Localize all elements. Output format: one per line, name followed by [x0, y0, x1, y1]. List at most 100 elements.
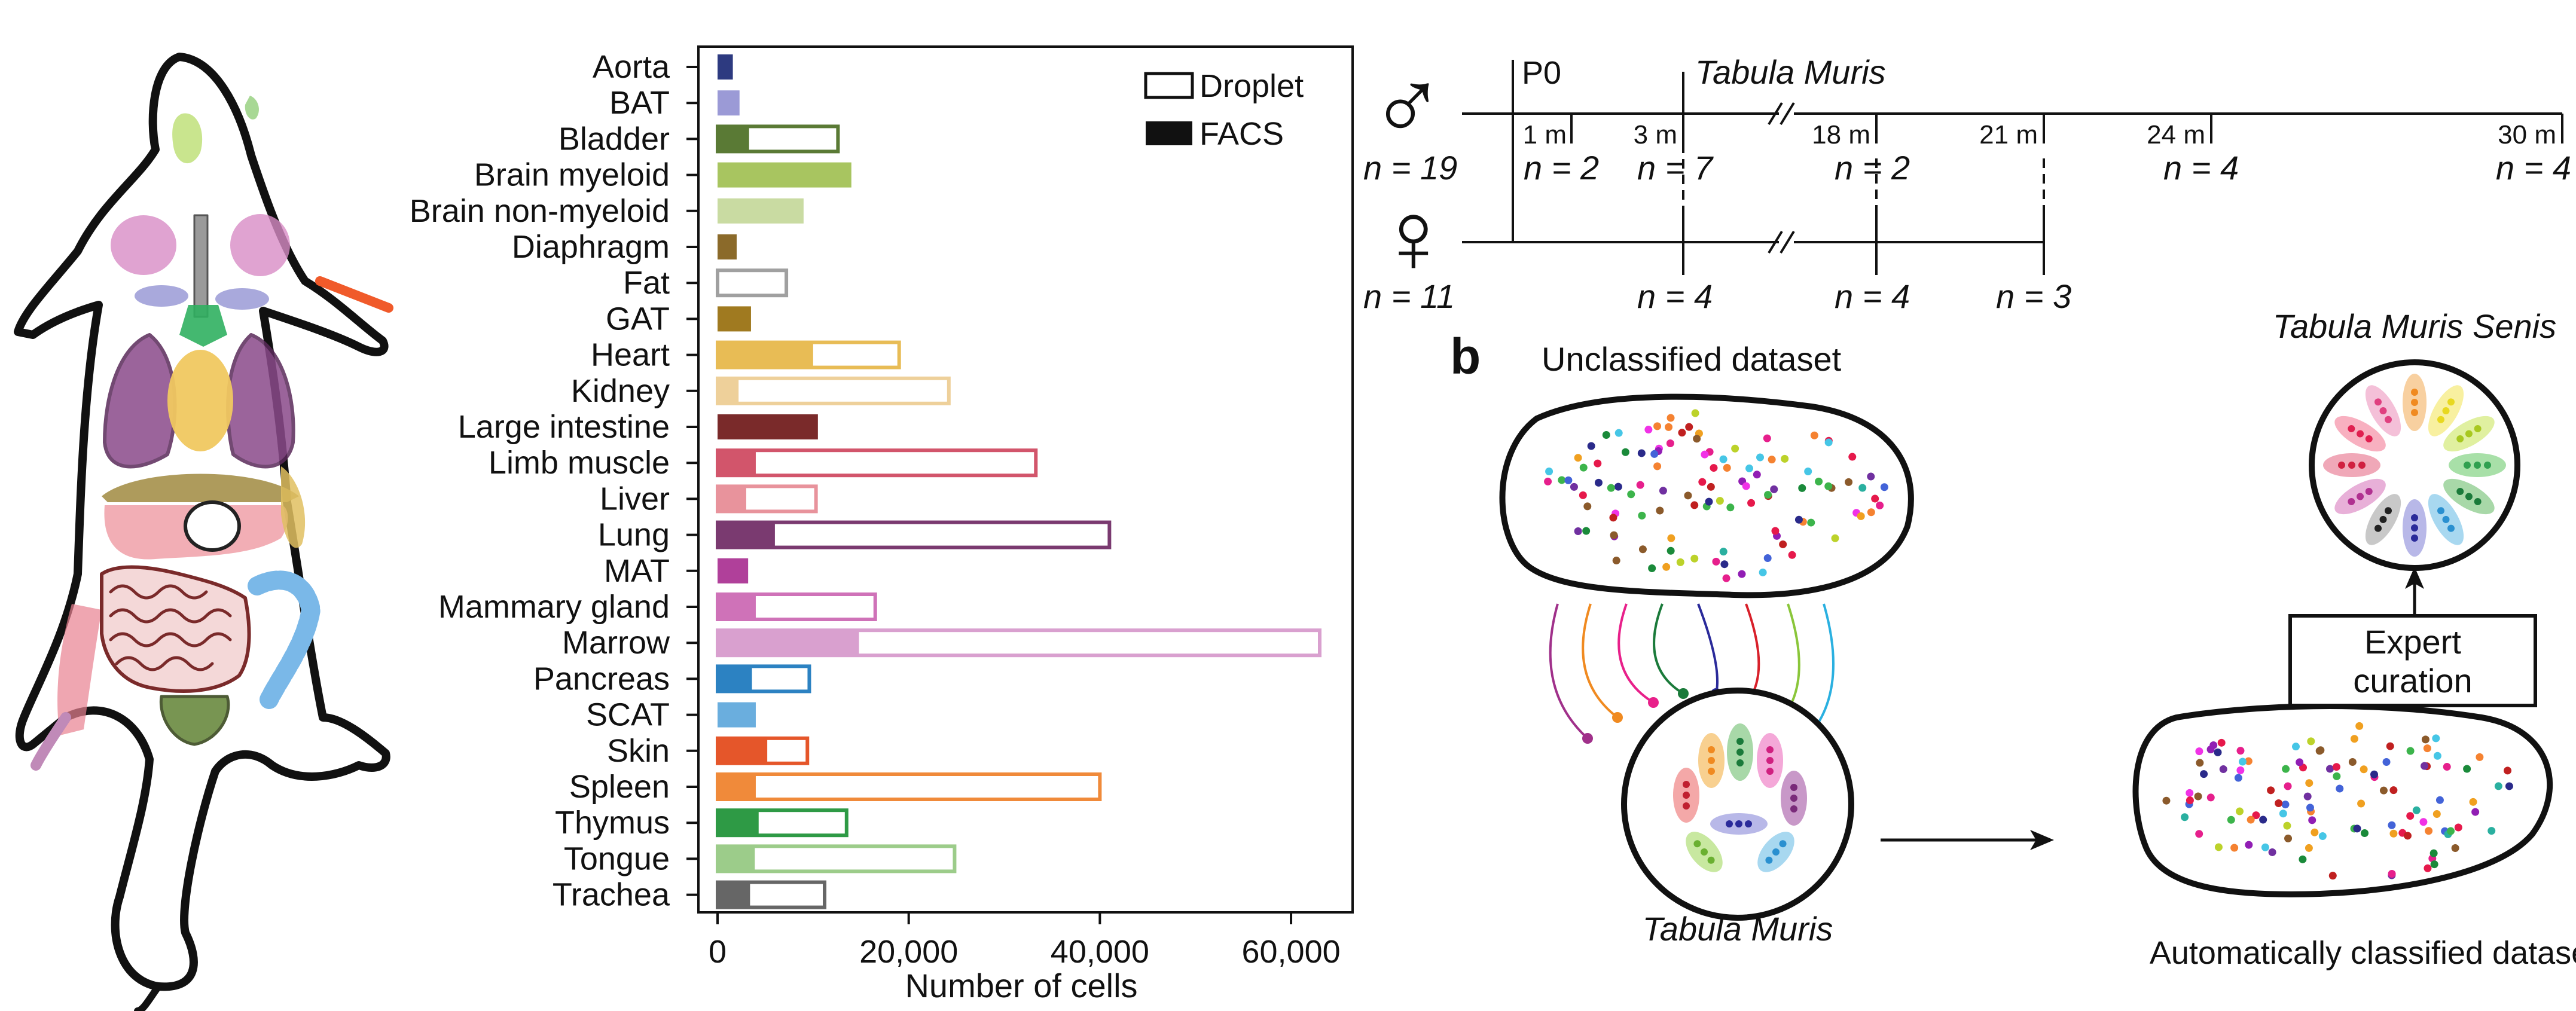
classified-cell-dot — [2430, 849, 2438, 857]
tm-cluster-dot — [1735, 820, 1742, 827]
classified-cell-dot — [2238, 758, 2247, 766]
classification-arrow — [1811, 603, 1835, 734]
cell-dot — [1763, 434, 1771, 442]
classified-cell-dot — [2259, 815, 2267, 824]
mouse-kidney — [184, 500, 241, 552]
classified-cell-dot — [2296, 758, 2304, 766]
panel-b-letter: b — [1450, 328, 1481, 384]
bar-facs-diaphragm — [718, 234, 737, 259]
unclassified-title: Unclassified dataset — [1542, 340, 1842, 378]
p0-label: P0 — [1522, 55, 1561, 91]
classified-cell-dot — [2332, 763, 2340, 771]
classified-cell-dot — [2361, 829, 2369, 838]
cell-dot — [1659, 487, 1667, 495]
bar-droplet-kidney — [716, 376, 951, 405]
category-label-gat: GAT — [606, 301, 670, 337]
classified-cell-dot — [2328, 872, 2337, 880]
classified-cell-dot — [2504, 766, 2512, 775]
tm-cluster-dot — [1736, 749, 1744, 756]
classification-arrow — [1653, 603, 1684, 695]
curation-line-1: Expert — [2364, 623, 2461, 661]
cell-dot — [1845, 478, 1853, 486]
classification-arrow — [1784, 603, 1800, 716]
tms-cluster-dot — [2411, 409, 2418, 416]
cell-dot — [1684, 491, 1692, 500]
classified-cell-dot — [2315, 747, 2324, 755]
category-label-heart: Heart — [591, 337, 670, 373]
tms-cluster-dot — [2474, 425, 2482, 432]
tm-cluster-dot — [1766, 768, 1774, 775]
classified-cell-dot — [2388, 870, 2396, 878]
classified-cell-dot — [2292, 743, 2300, 751]
classification-arrow — [1617, 603, 1655, 704]
classified-cell-dot — [2350, 735, 2358, 743]
cell-dot — [1667, 546, 1675, 555]
time-label-24m: 24 m — [2147, 120, 2205, 149]
tm-cluster-dot — [1736, 759, 1744, 766]
classified-cell-dot — [2195, 747, 2203, 756]
bar-facs-brain-myeloid — [718, 162, 851, 188]
classified-cell-dot — [2214, 748, 2222, 756]
cell-dot — [1815, 477, 1823, 485]
cell-dot — [1594, 478, 1603, 487]
classified-cell-dot — [2463, 765, 2471, 773]
panel-b: b Unclassified dataset Tabula Muris Auto… — [1450, 307, 2576, 971]
cell-dot — [1678, 429, 1686, 437]
cell-dot — [1698, 478, 1707, 486]
curation-line-2: curation — [2353, 662, 2472, 700]
classification-arrow — [1745, 603, 1760, 701]
tms-cluster-dot — [2374, 398, 2382, 406]
classified-cell-dot — [2217, 738, 2226, 747]
cell-dot — [1579, 491, 1587, 499]
cell-dot — [1726, 503, 1735, 512]
female-count-21m: n = 3 — [1996, 277, 2071, 315]
male-axis-break-1 — [1768, 102, 1783, 126]
classified-cell-dot — [2181, 813, 2189, 821]
category-label-brain-myeloid: Brain myeloid — [474, 157, 670, 193]
cell-dot — [1574, 527, 1582, 536]
legend-facs-swatch — [1146, 121, 1192, 145]
classified-cell-dot — [2425, 827, 2433, 835]
tms-cluster-dot — [2474, 498, 2482, 505]
classification-arrow-head — [1648, 697, 1659, 708]
classified-cell-dot — [2326, 765, 2334, 773]
cell-dot — [1798, 484, 1806, 492]
mouse-lung-right — [226, 333, 295, 469]
classified-cell-dot — [2195, 830, 2203, 838]
tms-cluster-dot — [2437, 416, 2444, 423]
tms-cluster-dot — [2465, 430, 2473, 438]
time-label-18m: 18 m — [1812, 120, 1870, 149]
classification-arrow-head — [1678, 688, 1689, 699]
classified-cell-dot — [2494, 782, 2502, 790]
cell-dot — [1570, 482, 1578, 491]
classified-cell-dot — [2379, 786, 2388, 795]
cell-dot — [1602, 431, 1610, 439]
cell-dot — [1759, 568, 1767, 576]
x-axis-label: Number of cells — [905, 967, 1137, 1004]
cell-dot — [1794, 515, 1803, 524]
mouse-bladder — [159, 695, 230, 746]
classified-cell-dot — [2454, 823, 2462, 832]
cell-dot — [1594, 459, 1602, 468]
classified-cell-dot — [2209, 741, 2218, 749]
bar-facs-bat — [718, 90, 740, 116]
cell-dot — [1876, 501, 1884, 509]
cell-dot — [1756, 453, 1765, 462]
tms-cluster-dot — [2465, 493, 2473, 500]
classified-cell-dot — [2419, 818, 2428, 826]
female-count-18m: n = 4 — [1835, 277, 1910, 315]
mouse-lymph-chain — [248, 570, 321, 709]
bar-facs-large-intestine — [718, 414, 818, 439]
cell-dot — [1545, 468, 1553, 476]
female-count-3m: n = 4 — [1637, 277, 1713, 315]
category-label-spleen: Spleen — [569, 769, 670, 805]
bar-facs-mammary-gland — [718, 594, 756, 619]
bar-facs-tongue — [718, 846, 755, 872]
cell-dot — [1848, 453, 1857, 461]
mouse-diaphragm — [102, 474, 299, 502]
classified-cell-dot — [2403, 832, 2412, 840]
tms-cluster-dot — [2447, 524, 2455, 532]
cell-dot — [1723, 464, 1731, 472]
bar-facs-thymus — [718, 810, 759, 836]
female-axis-break-2 — [1780, 230, 1795, 254]
